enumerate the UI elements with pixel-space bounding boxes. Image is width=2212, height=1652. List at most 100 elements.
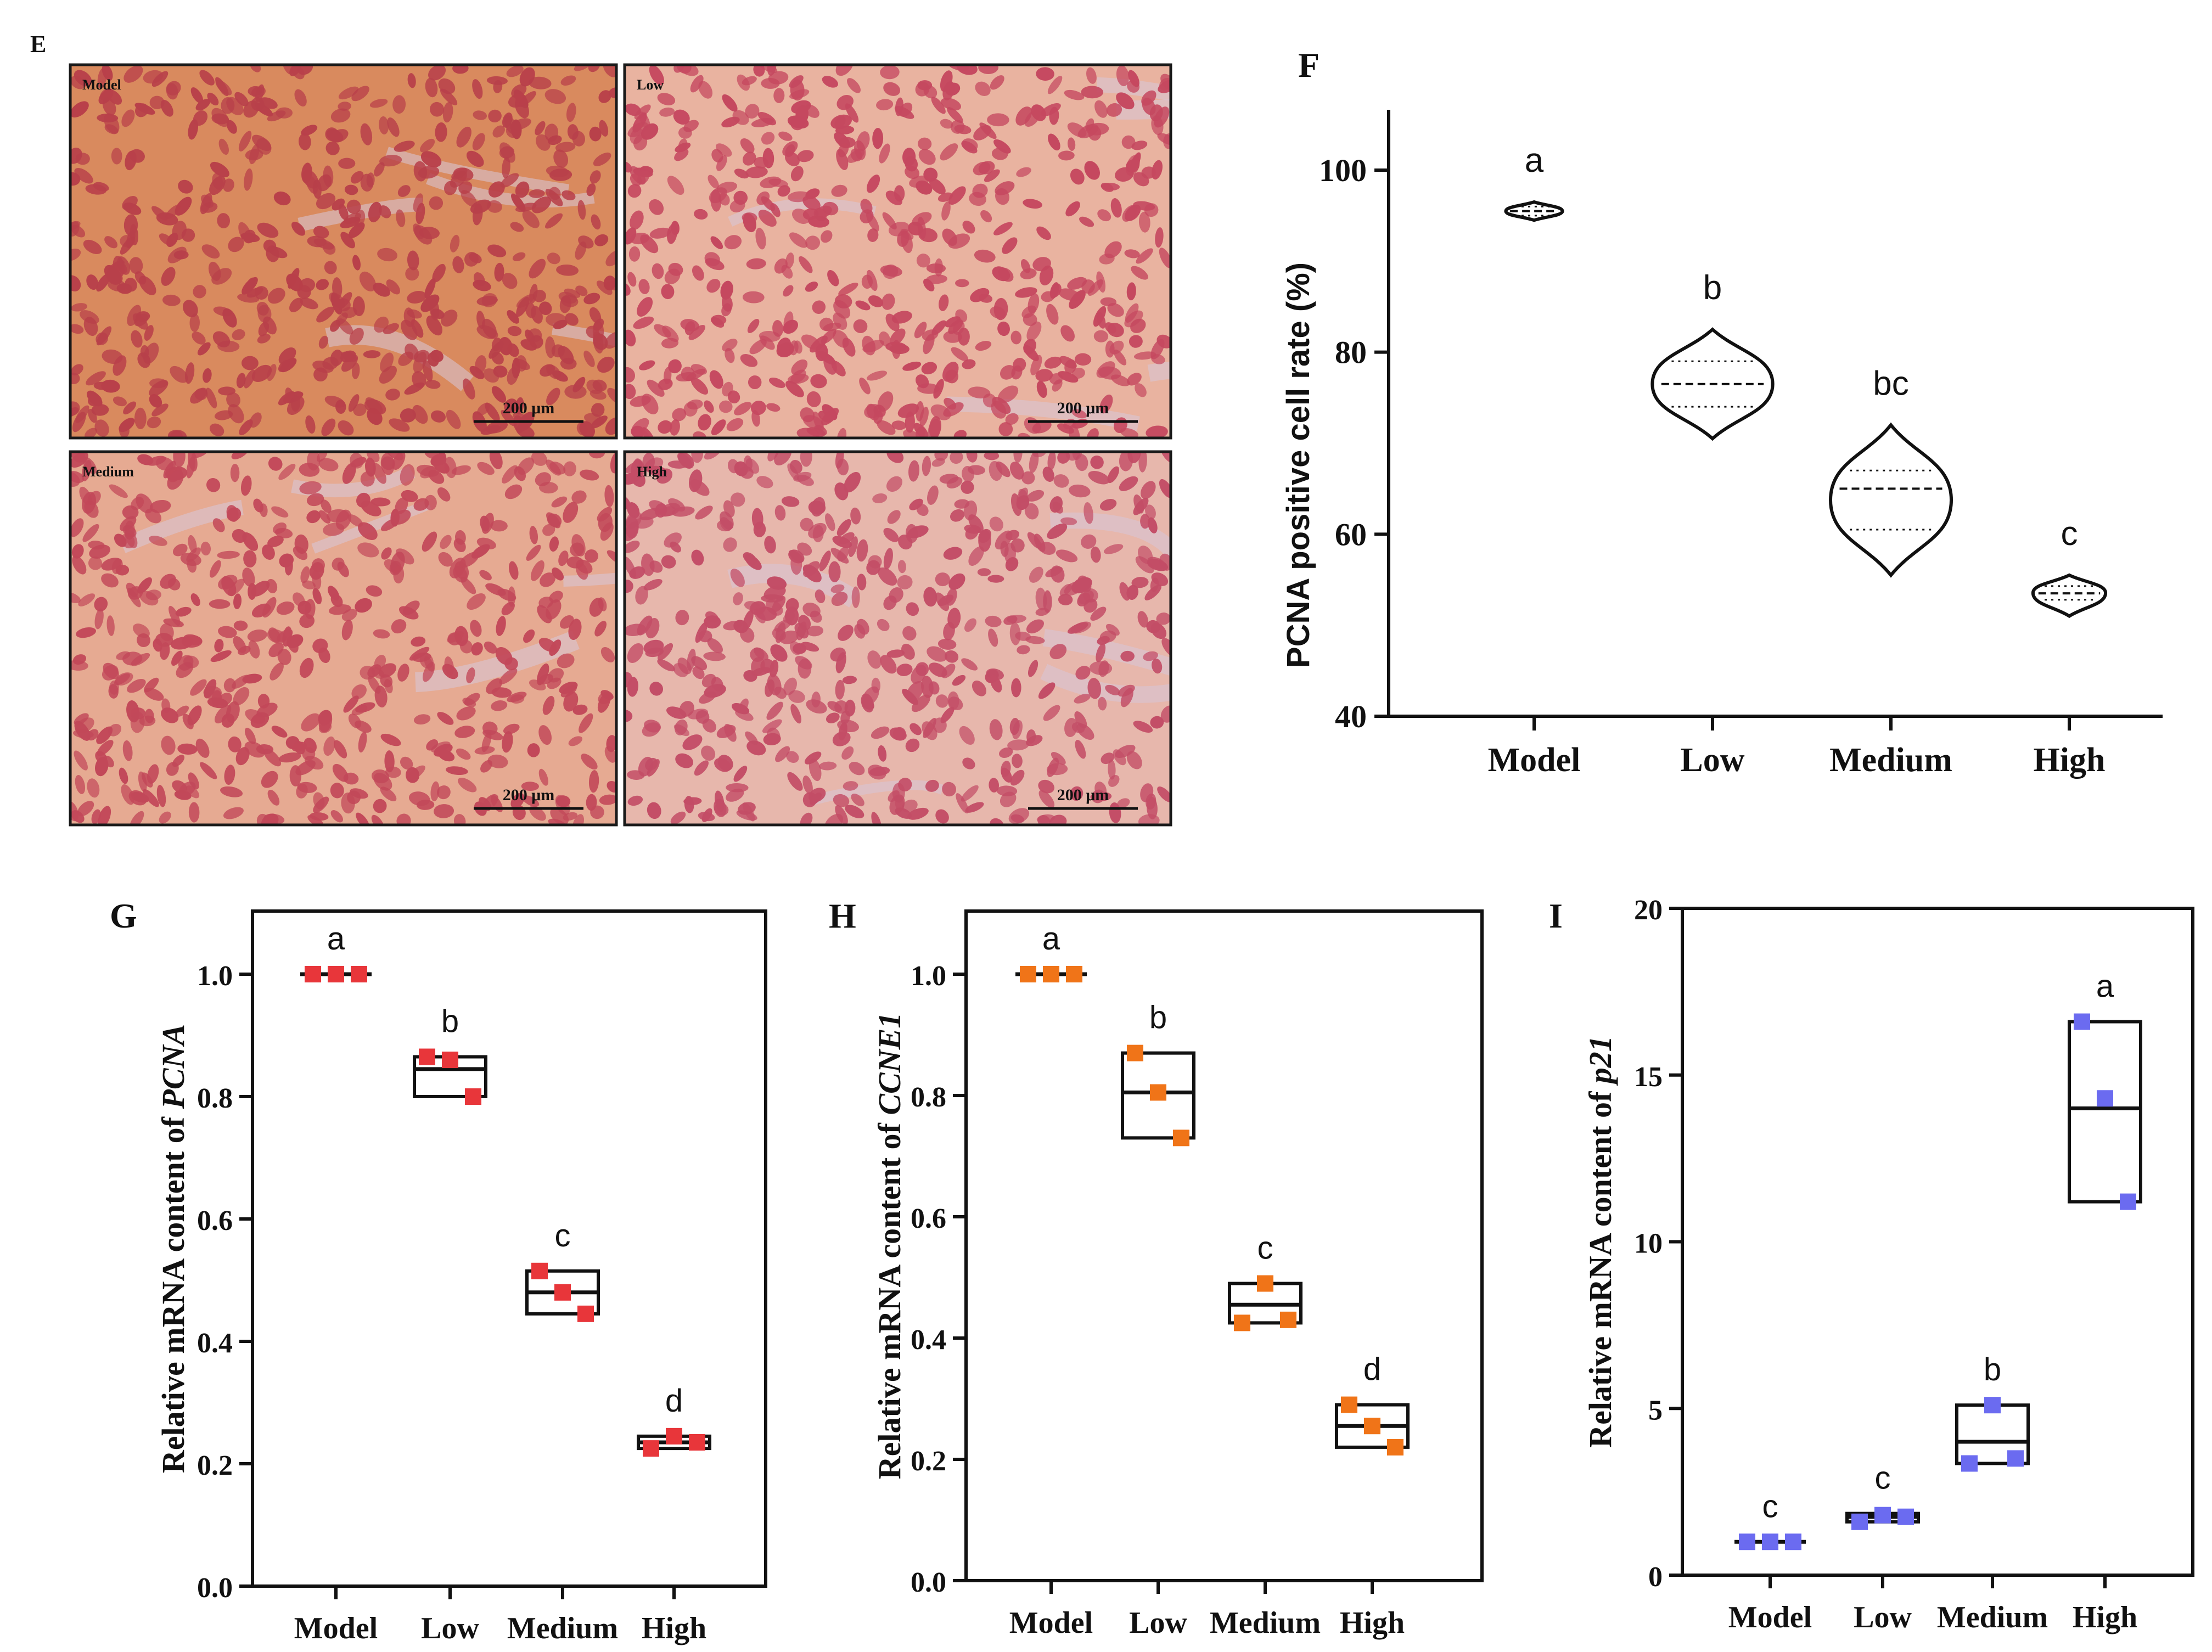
nucleus [1015,287,1037,298]
nucleus [745,166,768,178]
significance-letter: b [1703,269,1722,307]
nucleus [1120,428,1138,438]
nucleus [775,746,790,762]
nucleus [1090,791,1112,802]
nucleus [1074,353,1092,366]
nucleus [425,77,438,98]
nucleus [144,677,159,693]
nucleus [114,261,127,274]
nucleus [223,678,236,693]
nucleus [819,550,831,571]
nucleus [1026,321,1042,341]
nucleus [878,567,897,586]
data-point [1364,1418,1380,1435]
nucleus [935,572,950,587]
nucleus [85,184,107,195]
nucleus [546,364,561,379]
nucleus [520,339,537,351]
nucleus [947,107,963,123]
nucleus [1065,201,1080,217]
nucleus [492,125,505,138]
nucleus [604,485,614,507]
nucleus [86,274,99,290]
nucleus [81,460,92,481]
nucleus [209,423,224,436]
nucleus [804,104,819,118]
nucleus [274,528,293,538]
nucleus [347,514,363,527]
nucleus [1069,424,1080,438]
nucleus [493,365,508,378]
nucleus [763,733,781,746]
nucleus [948,186,966,205]
nucleus [470,199,491,214]
nucleus [201,244,220,259]
plot-frame [964,909,1484,1582]
nucleus [922,456,931,476]
nucleus [233,687,250,705]
nucleus [268,457,283,471]
nucleus [228,404,244,424]
nucleus [906,681,924,702]
nucleus [312,588,322,605]
nucleus [662,325,679,342]
nucleus [931,97,946,114]
nuclei [625,65,1171,438]
nuclei [70,452,616,825]
nucleus [594,621,607,637]
nucleus [652,263,664,279]
nucleus [600,647,615,662]
nucleus [901,643,915,660]
nucleus [757,65,778,73]
y-tick-label: 0.6 [197,1205,233,1237]
nucleus [598,597,607,611]
chart-F: 40 60 80 100 PCNA positive cell rate (%) Mode… [1281,110,2163,779]
nucleus [487,244,507,257]
nucleus [457,777,477,793]
nucleus [1070,786,1083,801]
nucleus [720,280,733,300]
nucleus [769,660,779,678]
nucleus [877,420,896,435]
nucleus [185,362,195,384]
data-point [643,1440,659,1457]
nucleus [694,760,709,776]
nucleus [578,235,594,249]
nucleus [193,285,206,299]
nucleus [1099,394,1113,414]
nucleus [221,97,235,114]
nucleus [122,740,133,761]
nucleus [487,754,508,768]
nucleus [707,638,723,654]
nucleus [284,558,293,576]
nucleus [392,509,411,525]
nucleus [1119,582,1130,601]
y-tick-label: 10 [1634,1228,1663,1260]
nucleus [123,202,142,215]
nucleus [627,184,642,198]
nucleus [1126,751,1142,769]
nucleus [1116,92,1135,110]
nucleus [172,780,187,794]
nucleus [134,271,147,285]
nucleus [838,722,847,741]
nucleus [789,641,802,655]
nucleus [87,491,101,505]
nucleus [74,750,88,771]
nucleus [948,573,965,590]
nucleus [745,731,758,745]
significance-letter: c [1257,1230,1273,1266]
nucleus [1024,503,1039,520]
nucleus [673,109,690,125]
nucleus [687,648,696,671]
nucleus [499,668,518,684]
nucleus [895,796,905,812]
nucleus [256,301,269,316]
nucleus [766,576,787,590]
x-tick-label: High [2034,741,2106,779]
nucleus [430,410,446,423]
nucleus [1146,620,1161,633]
micrograph-model: Model 200 μm [69,63,618,440]
nucleus [560,75,576,86]
nucleus [517,457,535,475]
